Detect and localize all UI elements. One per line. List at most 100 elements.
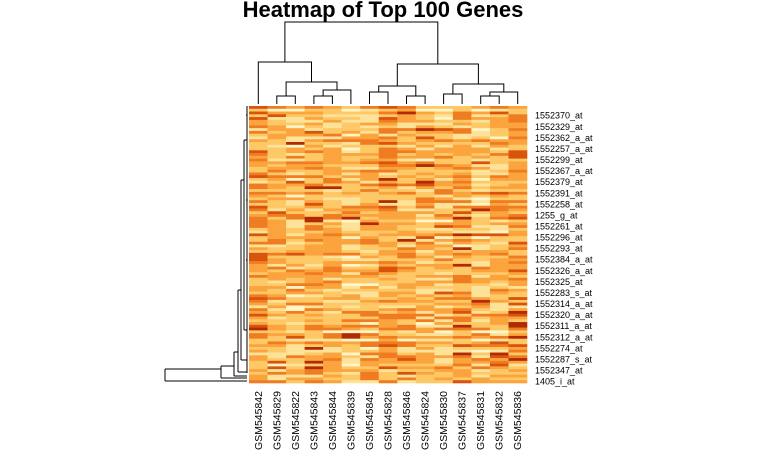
heatmap-cell (471, 161, 491, 165)
heatmap-cell (304, 310, 324, 315)
heatmap-cell (397, 108, 417, 112)
heatmap-cell (378, 247, 398, 251)
heatmap-cell (360, 125, 380, 129)
heatmap-cell (267, 302, 287, 306)
heatmap-cell (508, 330, 528, 334)
heatmap-cell (415, 194, 435, 198)
heatmap-cell (360, 272, 380, 276)
heatmap-cell (286, 114, 305, 118)
heatmap-cell (471, 344, 491, 348)
heatmap-cell (249, 291, 268, 295)
heatmap-cell (249, 147, 268, 151)
heatmap-cell (323, 169, 342, 173)
heatmap-cell (471, 310, 491, 315)
heatmap-cell (452, 219, 472, 223)
heatmap-cell (415, 106, 435, 110)
heatmap-cell (360, 227, 380, 231)
heatmap-cell (304, 125, 324, 129)
heatmap-cell (434, 178, 454, 182)
dendrogram-branch (322, 89, 352, 104)
heatmap-cell (471, 358, 491, 362)
heatmap-cell (323, 363, 342, 367)
heatmap-cell (397, 374, 417, 378)
heatmap-cell (378, 302, 398, 306)
dendrogram-branch (276, 95, 296, 104)
heatmap-cell (249, 208, 268, 212)
heatmap-cell (397, 117, 417, 121)
heatmap-cell (378, 374, 398, 378)
heatmap-cell (286, 333, 305, 337)
heatmap-cell (508, 147, 528, 151)
column-label: GSM545822 (290, 391, 302, 450)
heatmap-cell (249, 302, 268, 306)
heatmap-cell (249, 172, 268, 176)
heatmap-cell (508, 219, 528, 223)
heatmap-cell (415, 205, 435, 209)
heatmap-cell (360, 244, 380, 248)
heatmap-cell (249, 155, 268, 159)
heatmap-cell (267, 147, 287, 151)
heatmap-cell (378, 349, 398, 353)
heatmap-cell (508, 247, 528, 251)
heatmap-cell (286, 136, 305, 140)
heatmap-cell (489, 377, 509, 381)
heatmap-cell (397, 324, 417, 328)
heatmap-cell (415, 128, 435, 132)
heatmap-cell (267, 106, 287, 110)
heatmap-cell (471, 205, 491, 209)
heatmap-cell (341, 150, 361, 154)
heatmap-cell (434, 286, 454, 290)
heatmap-cell (434, 161, 454, 165)
heatmap-cell (360, 111, 380, 115)
heatmap-cell (452, 252, 472, 256)
heatmap-cell (267, 130, 287, 134)
heatmap-cell (323, 241, 342, 245)
heatmap-cell (323, 108, 342, 112)
heatmap-cell (304, 166, 324, 171)
heatmap-cell (323, 230, 342, 234)
heatmap-cell (267, 335, 287, 339)
heatmap-cell (249, 352, 268, 356)
heatmap-cell (249, 166, 268, 171)
heatmap-cell (304, 280, 324, 284)
heatmap-cell (360, 349, 380, 353)
heatmap-cell (397, 280, 417, 284)
heatmap-cell (286, 202, 305, 207)
heatmap-cell (323, 341, 342, 345)
heatmap-cell (249, 349, 268, 353)
heatmap-cell (415, 108, 435, 112)
heatmap-cell (471, 202, 491, 207)
heatmap-cell (323, 133, 342, 137)
heatmap-cell (434, 294, 454, 298)
heatmap-cell (489, 374, 509, 378)
heatmap-cell (304, 136, 324, 140)
heatmap-cell (434, 164, 454, 168)
heatmap-cell (452, 380, 472, 384)
heatmap-cell (304, 333, 324, 337)
heatmap-cell (267, 139, 287, 143)
heatmap-cell (489, 164, 509, 168)
heatmap-cell (452, 147, 472, 151)
heatmap-cell (434, 283, 454, 287)
heatmap-cell (249, 335, 268, 339)
heatmap-cell (304, 175, 324, 179)
heatmap-cell (249, 202, 268, 207)
heatmap-cell (508, 310, 528, 315)
heatmap-cell (360, 241, 380, 245)
heatmap-cell (360, 164, 380, 168)
heatmap-cell (323, 216, 342, 220)
heatmap-cell (360, 117, 380, 121)
heatmap-cell (360, 202, 380, 207)
heatmap-cell (489, 194, 509, 198)
heatmap-cell (415, 133, 435, 137)
heatmap-cell (434, 346, 454, 351)
heatmap-cell (323, 380, 342, 384)
heatmap-cell (341, 294, 361, 298)
heatmap-cell (452, 236, 472, 240)
heatmap-cell (434, 136, 454, 140)
heatmap-cell (249, 377, 268, 381)
heatmap-cell (397, 175, 417, 179)
heatmap-cell (434, 316, 454, 320)
heatmap-cell (471, 371, 491, 375)
heatmap-cell (341, 377, 361, 381)
